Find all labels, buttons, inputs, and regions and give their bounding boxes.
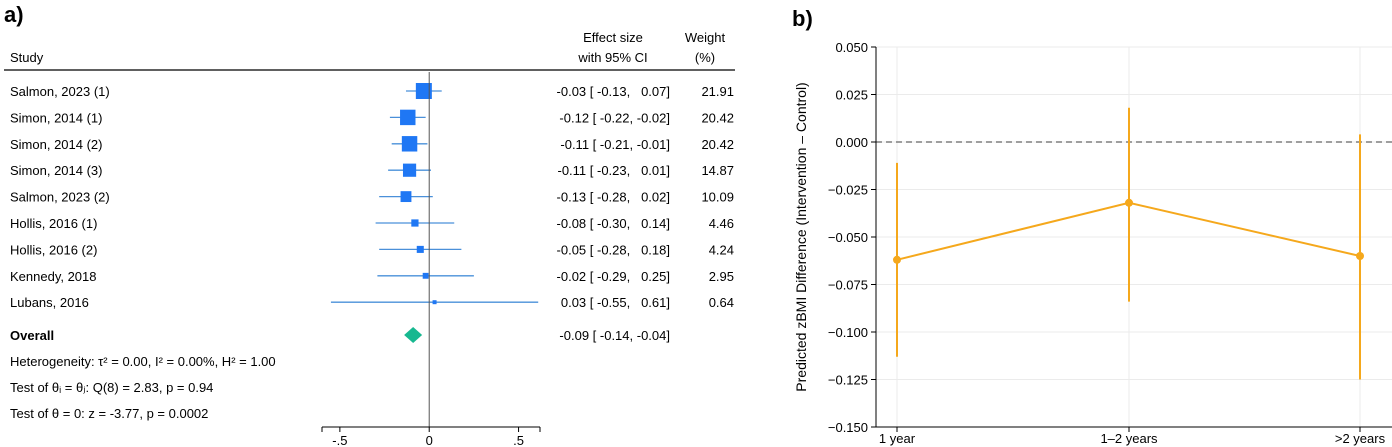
header-effect-line1: Effect size: [583, 30, 643, 45]
forest-plot-panel: a) Study Effect size with 95% CI Weight …: [4, 2, 735, 447]
study-marker: [422, 272, 429, 279]
y-axis-title: Predicted zBMI Difference (Intervention …: [793, 82, 809, 391]
panel-label-b: b): [792, 6, 813, 31]
forest-x-tick-label: 0: [426, 433, 433, 447]
data-point: [893, 255, 901, 264]
forest-x-tick-label: .5: [513, 433, 524, 447]
y-tick-label: 0.025: [835, 88, 868, 103]
study-weight: 10.09: [701, 190, 734, 205]
study-marker: [400, 109, 416, 126]
study-marker: [415, 83, 432, 99]
header-weight-line2: (%): [695, 50, 715, 65]
study-label: Lubans, 2016: [10, 295, 89, 310]
study-weight: 20.42: [701, 137, 734, 152]
study-effect-ci: -0.02 [ -0.29, 0.25]: [557, 269, 670, 284]
study-effect-ci: -0.11 [ -0.23, 0.01]: [558, 163, 671, 178]
study-label: Simon, 2014 (2): [10, 137, 103, 152]
test-equal-note: Test of θᵢ = θⱼ: Q(8) = 2.83, p = 0.94: [10, 380, 213, 395]
study-weight: 14.87: [701, 163, 734, 178]
study-label: Kennedy, 2018: [10, 269, 97, 284]
header-study: Study: [10, 50, 44, 65]
y-tick-label: −0.100: [828, 325, 868, 340]
overall-label: Overall: [10, 328, 54, 343]
study-weight: 2.95: [709, 269, 734, 284]
study-label: Hollis, 2016 (1): [10, 216, 97, 231]
study-marker: [402, 163, 417, 177]
x-tick-label: 1–2 years: [1100, 431, 1158, 446]
x-tick-label: >2 years: [1335, 431, 1386, 446]
study-label: Salmon, 2023 (1): [10, 84, 110, 99]
study-weight: 0.64: [709, 295, 734, 310]
test-zero-note: Test of θ = 0: z = -3.77, p = 0.0002: [10, 406, 208, 421]
overall-effect-ci: -0.09 [ -0.14, -0.04]: [559, 328, 670, 343]
study-marker: [432, 300, 437, 305]
study-label: Salmon, 2023 (2): [10, 190, 110, 205]
overall-diamond: [404, 327, 423, 343]
study-marker: [416, 245, 424, 253]
y-tick-label: −0.150: [828, 420, 868, 435]
study-label: Simon, 2014 (3): [10, 163, 103, 178]
y-tick-label: −0.075: [828, 278, 868, 293]
y-tick-label: −0.050: [828, 230, 868, 245]
y-tick-label: 0.000: [835, 135, 868, 150]
data-point: [1125, 198, 1133, 207]
panel-label-a: a): [4, 2, 24, 27]
y-tick-label: −0.125: [828, 373, 868, 388]
study-label: Hollis, 2016 (2): [10, 242, 97, 257]
y-tick-label: 0.050: [835, 40, 868, 55]
header-effect-line2: with 95% CI: [577, 50, 647, 65]
study-weight: 21.91: [701, 84, 734, 99]
study-effect-ci: 0.03 [ -0.55, 0.61]: [561, 295, 670, 310]
study-effect-ci: -0.08 [ -0.30, 0.14]: [557, 216, 670, 231]
study-weight: 4.24: [709, 242, 734, 257]
study-weight: 4.46: [709, 216, 734, 231]
study-marker: [400, 191, 412, 203]
x-tick-label: 1 year: [879, 431, 916, 446]
study-weight: 20.42: [701, 110, 734, 125]
forest-x-tick-label: -.5: [332, 433, 347, 447]
study-effect-ci: -0.05 [ -0.28, 0.18]: [557, 242, 670, 257]
line-plot-panel: b) −0.150 −0.125 −0.100 −0.075 −0.050 −0.025 0…: [792, 6, 1392, 446]
study-effect-ci: -0.12 [ -0.22, -0.02]: [559, 110, 670, 125]
y-tick-label: −0.025: [828, 183, 868, 198]
data-point: [1356, 252, 1364, 260]
study-effect-ci: -0.13 [ -0.28, 0.02]: [557, 190, 670, 205]
study-label: Simon, 2014 (1): [10, 110, 103, 125]
study-marker: [401, 136, 418, 152]
heterogeneity-note: Heterogeneity: τ² = 0.00, I² = 0.00%, H²…: [10, 354, 276, 369]
header-weight-line1: Weight: [685, 30, 726, 45]
study-marker: [411, 219, 419, 227]
study-effect-ci: -0.11 [ -0.21, -0.01]: [560, 137, 670, 152]
study-effect-ci: -0.03 [ -0.13, 0.07]: [557, 84, 670, 99]
